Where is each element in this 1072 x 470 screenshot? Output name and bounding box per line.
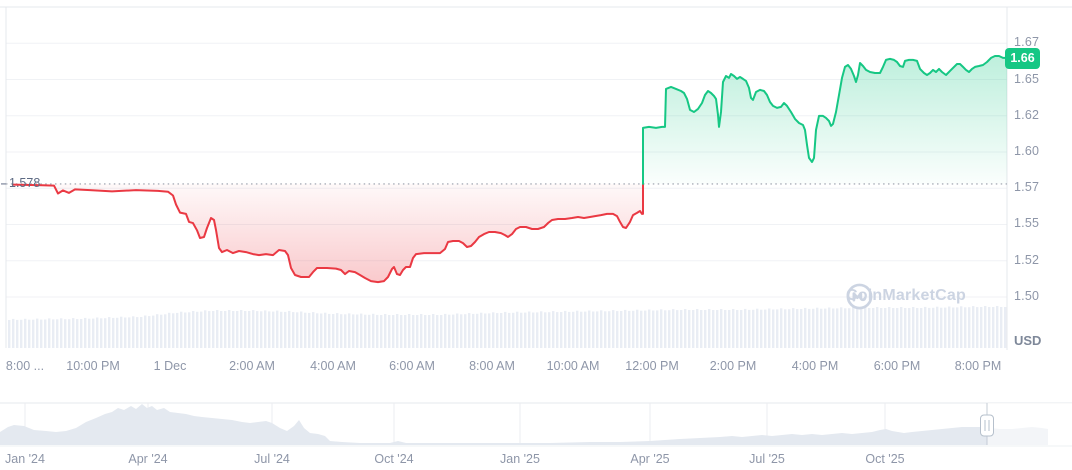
- x-axis-label: 6:00 AM: [389, 359, 435, 373]
- x-axis-label: 12:00 PM: [625, 359, 679, 373]
- y-axis-label: 1.50: [1014, 289, 1040, 303]
- x-axis-label: 6:00 PM: [873, 359, 921, 373]
- navigator-label: Jul '24: [254, 452, 290, 466]
- y-axis-label: 1.55: [1014, 216, 1040, 230]
- currency-unit-label: USD: [1014, 333, 1042, 348]
- navigator-label: Apr '25: [630, 452, 670, 466]
- coinmarketcap-logo-icon: [846, 283, 873, 309]
- baseline-price-label: 1.578: [9, 176, 41, 190]
- range-navigator[interactable]: [0, 395, 1072, 447]
- y-axis-label: 1.62: [1014, 108, 1040, 122]
- navigator-label: Oct '25: [865, 452, 905, 466]
- y-axis-label: 1.67: [1014, 35, 1040, 49]
- navigator-label: Apr '24: [128, 452, 168, 466]
- x-axis-label: 4:00 AM: [310, 359, 356, 373]
- watermark: CoinMarketCap: [846, 283, 966, 309]
- x-axis-label: 4:00 PM: [791, 359, 839, 373]
- current-price-badge: 1.66: [1005, 48, 1040, 69]
- y-axis-label: 1.52: [1014, 253, 1040, 267]
- x-axis-label: 2:00 AM: [229, 359, 275, 373]
- x-axis-label: 8:00 PM: [954, 359, 1002, 373]
- x-axis-label: 2:00 PM: [709, 359, 757, 373]
- x-axis-label: 10:00 AM: [546, 359, 600, 373]
- watermark-text: CoinMarketCap: [846, 287, 966, 304]
- x-axis-label: 1 Dec: [153, 359, 187, 373]
- navigator-label: Jul '25: [749, 452, 785, 466]
- navigator-handle[interactable]: [980, 403, 994, 445]
- x-axis-label: 10:00 PM: [66, 359, 120, 373]
- x-axis-label: 8:00 ...: [5, 359, 45, 373]
- x-axis-label: 8:00 AM: [469, 359, 515, 373]
- price-chart-plot-area[interactable]: [0, 0, 1072, 356]
- y-axis-label: 1.60: [1014, 144, 1040, 158]
- navigator-label: Jan '25: [500, 452, 540, 466]
- navigator-label: Oct '24: [374, 452, 414, 466]
- y-axis-label: 1.65: [1014, 72, 1040, 86]
- y-axis-label: 1.57: [1014, 180, 1040, 194]
- navigator-label: Jan '24: [5, 452, 45, 466]
